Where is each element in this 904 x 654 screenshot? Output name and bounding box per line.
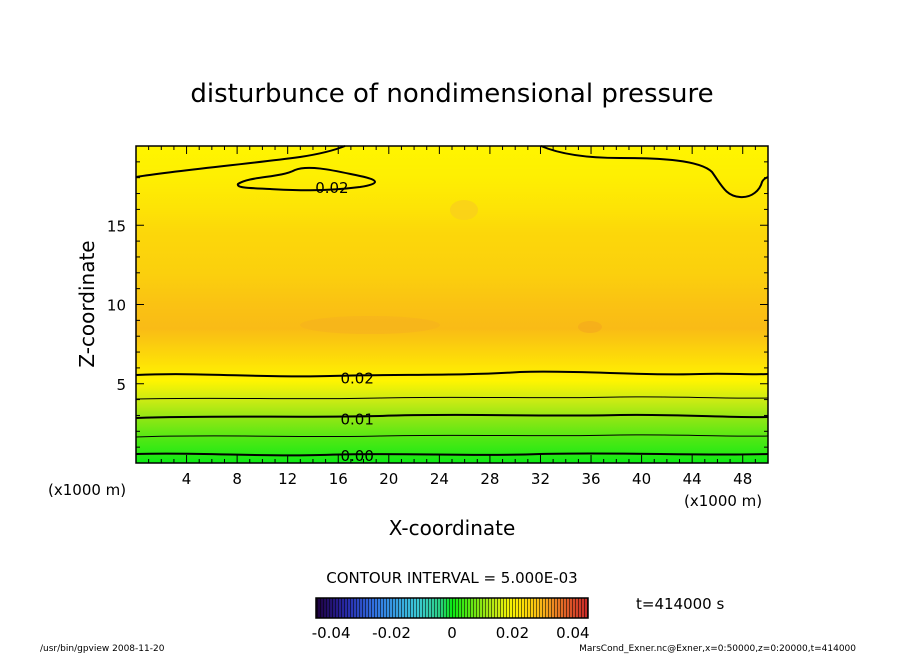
colorbar-frame <box>315 597 589 619</box>
contour-labels: 0.02 0.01 0.00 0.02 <box>315 179 374 465</box>
x-tick-label: 24 <box>430 470 449 488</box>
x-axis-label: X-coordinate <box>389 516 516 540</box>
chart-title: disturbunce of nondimensional pressure <box>190 79 713 109</box>
contour-label: 0.02 <box>340 369 373 387</box>
x-tick-label: 44 <box>683 470 702 488</box>
colorbar-stripes <box>316 598 588 618</box>
contour-line <box>540 145 769 199</box>
x-tick-label: 28 <box>480 470 499 488</box>
x-tick-label: 32 <box>531 470 550 488</box>
orange-cell <box>300 316 440 334</box>
colorbar: -0.04 -0.02 0 0.02 0.04 <box>312 597 590 642</box>
x-tick-label: 48 <box>733 470 752 488</box>
contour-line <box>236 166 376 192</box>
contour-line <box>135 370 769 378</box>
contour-line <box>135 452 769 457</box>
orange-cell <box>578 321 602 333</box>
x-tick-label: 12 <box>278 470 297 488</box>
contour-line <box>135 434 769 438</box>
time-label: t=414000 s <box>636 595 724 613</box>
y-axis-ticks: 5 10 15 <box>107 161 768 448</box>
x-tick-label: 40 <box>632 470 651 488</box>
colorbar-tick-label: -0.04 <box>312 624 351 642</box>
contour-label: 0.02 <box>315 179 348 197</box>
x-tick-label: 8 <box>232 470 242 488</box>
x-tick-label: 20 <box>379 470 398 488</box>
y-axis-label: Z-coordinate <box>75 240 99 367</box>
colorbar-tick-label: 0.02 <box>496 624 529 642</box>
x-axis-unit-left: (x1000 m) <box>48 481 126 499</box>
contour-line <box>135 396 769 400</box>
footer-right: MarsCond_Exner.nc@Exner,x=0:50000,z=0:20… <box>579 644 856 654</box>
colorbar-tick-label: -0.02 <box>372 624 411 642</box>
x-axis-ticks: 4 8 12 16 20 24 28 32 36 40 44 48 <box>148 146 756 488</box>
contour-label: 0.01 <box>340 411 373 429</box>
y-tick-label: 15 <box>107 217 126 235</box>
contour-interval-label: CONTOUR INTERVAL = 5.000E-03 <box>326 569 577 587</box>
contour-line <box>135 413 769 419</box>
contour-lines <box>135 145 769 457</box>
x-tick-label: 36 <box>581 470 600 488</box>
x-tick-label: 4 <box>182 470 192 488</box>
contour-line <box>135 145 346 178</box>
x-axis-unit-right: (x1000 m) <box>684 492 762 510</box>
colorbar-tick-label: 0.04 <box>556 624 589 642</box>
orange-cell <box>450 200 478 220</box>
colorbar-tick-label: 0 <box>447 624 457 642</box>
pressure-field <box>136 146 768 463</box>
colorbar-ticks: -0.04 -0.02 0 0.02 0.04 <box>312 624 590 642</box>
y-tick-label: 10 <box>107 297 126 315</box>
x-tick-label: 16 <box>329 470 348 488</box>
plot-area: 0.020.010.000.02 4 8 12 16 20 24 28 32 36 40 44 48 … <box>107 145 769 488</box>
y-tick-label: 5 <box>116 376 126 394</box>
field-features <box>300 200 602 334</box>
footer-left: /usr/bin/gpview 2008-11-20 <box>40 644 165 654</box>
contour-label: 0.00 <box>340 447 373 465</box>
